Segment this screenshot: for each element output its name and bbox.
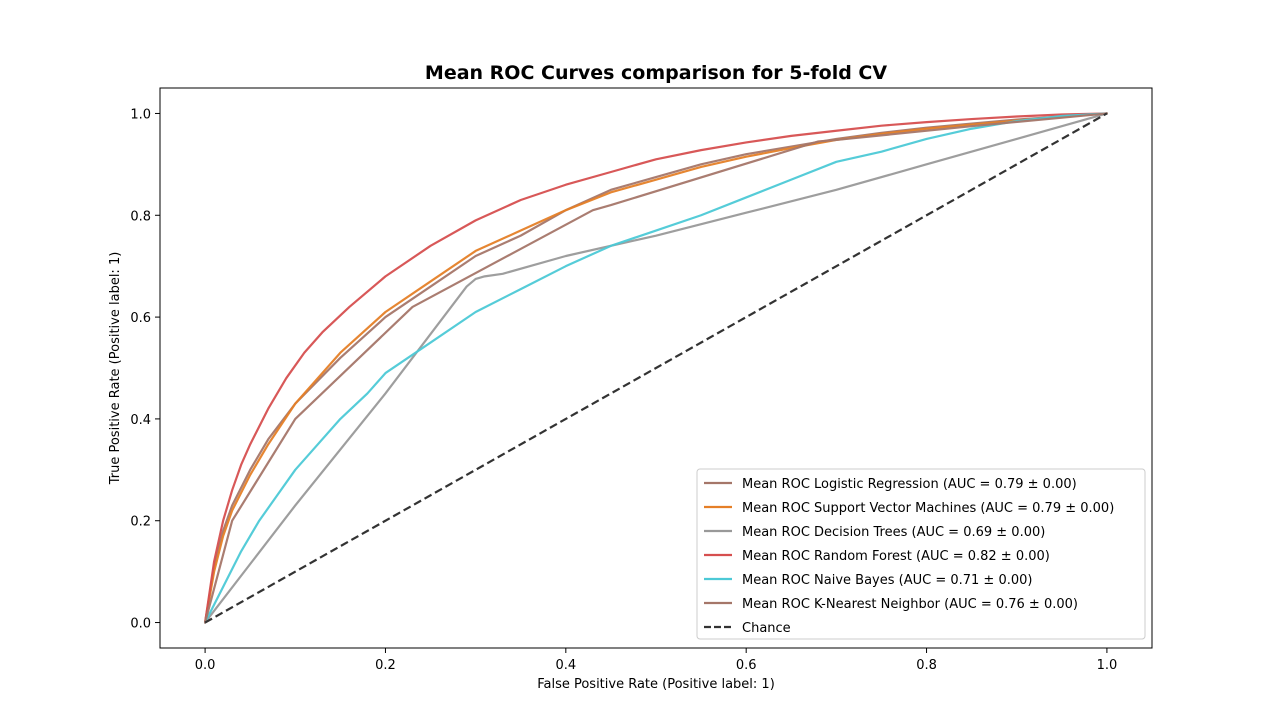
y-tick-label: 0.6 [130, 311, 151, 326]
legend-box [696, 468, 1146, 640]
legend-entry: Chance [742, 621, 791, 636]
series-layer [203, 112, 1109, 624]
series-line-5 [203, 112, 1109, 624]
x-tick-label: 0.2 [375, 658, 396, 673]
x-axis-ticks: 0.0 0.2 0.4 0.6 0.8 1.0 [195, 648, 1118, 673]
series-line-2 [203, 112, 1109, 624]
y-axis-ticks: 0.0 0.2 0.4 0.6 0.8 1.0 [130, 107, 160, 632]
legend: Mean ROC Logistic Regression (AUC = 0.79… [696, 468, 1146, 640]
series-line-1 [203, 112, 1109, 624]
legend-entry: Mean ROC Support Vector Machines (AUC = … [742, 501, 1114, 516]
x-tick-label: 0.8 [916, 658, 937, 673]
legend-items: Mean ROC Logistic Regression (AUC = 0.79… [704, 477, 1114, 636]
series-line-4 [203, 112, 1109, 624]
plot-area [159, 87, 1153, 649]
y-tick-label: 0.0 [130, 617, 151, 632]
legend-entry: Mean ROC Naive Bayes (AUC = 0.71 ± 0.00) [742, 573, 1032, 588]
x-tick-label: 0.4 [555, 658, 576, 673]
y-tick-label: 0.2 [130, 515, 151, 530]
legend-entry: Mean ROC K-Nearest Neighbor (AUC = 0.76 … [742, 597, 1078, 612]
y-axis-label: True Positive Rate (Positive label: 1) [108, 252, 123, 486]
y-tick-label: 0.8 [130, 209, 151, 224]
series-line-6 [204, 112, 1108, 624]
legend-entry: Mean ROC Random Forest (AUC = 0.82 ± 0.0… [742, 549, 1050, 564]
y-tick-label: 1.0 [130, 107, 151, 122]
y-tick-label: 0.4 [130, 413, 151, 428]
x-tick-label: 1.0 [1097, 658, 1118, 673]
legend-entry: Mean ROC Logistic Regression (AUC = 0.79… [742, 477, 1077, 492]
x-axis-label: False Positive Rate (Positive label: 1) [537, 677, 775, 692]
x-tick-label: 0.0 [195, 658, 216, 673]
series-line-3 [203, 112, 1109, 624]
legend-entry: Mean ROC Decision Trees (AUC = 0.69 ± 0.… [742, 525, 1045, 540]
chart-title: Mean ROC Curves comparison for 5-fold CV [425, 62, 887, 84]
x-tick-label: 0.6 [736, 658, 757, 673]
